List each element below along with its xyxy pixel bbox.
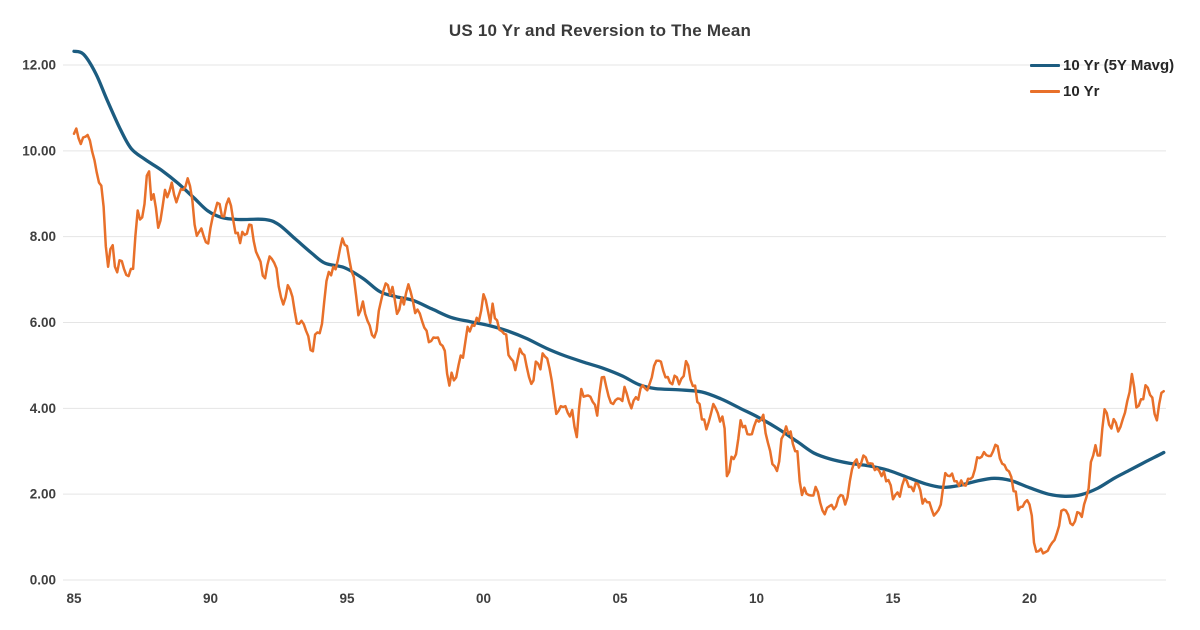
x-tick-label: 20 [1022,591,1037,606]
x-tick-label: 90 [203,591,218,606]
x-axis-labels: 85 90 95 00 05 10 15 20 [66,591,1037,606]
legend-swatch-10yr-5y-mavg [1030,64,1060,67]
y-tick-label: 0.00 [30,573,56,588]
y-tick-label: 6.00 [30,315,56,330]
y-axis-labels: 0.00 2.00 4.00 6.00 8.00 10.00 12.00 [22,57,56,587]
legend-item-10yr: 10 Yr [1030,83,1174,100]
x-tick-label: 15 [885,591,901,606]
legend-item-10yr-5y-mavg: 10 Yr (5Y Mavg) [1030,57,1174,74]
legend-swatch-10yr [1030,90,1060,93]
y-tick-label: 4.00 [30,401,56,416]
legend: 10 Yr (5Y Mavg) 10 Yr [1030,57,1174,100]
x-tick-label: 95 [339,591,355,606]
x-tick-label: 10 [749,591,764,606]
y-tick-label: 10.00 [22,143,56,158]
series-10yr-5y-mavg-line [72,49,1166,498]
x-tick-label: 85 [66,591,82,606]
series-10yr-line [72,127,1165,555]
gridlines [63,64,1166,581]
x-tick-label: 00 [476,591,491,606]
legend-label-10yr: 10 Yr [1063,83,1100,100]
y-tick-label: 12.00 [22,57,56,72]
y-tick-label: 2.00 [30,487,56,502]
y-tick-label: 8.00 [30,229,56,244]
chart-title: US 10 Yr and Reversion to The Mean [448,21,752,40]
x-tick-label: 05 [612,591,628,606]
legend-label-10yr-5y-mavg: 10 Yr (5Y Mavg) [1063,57,1175,74]
